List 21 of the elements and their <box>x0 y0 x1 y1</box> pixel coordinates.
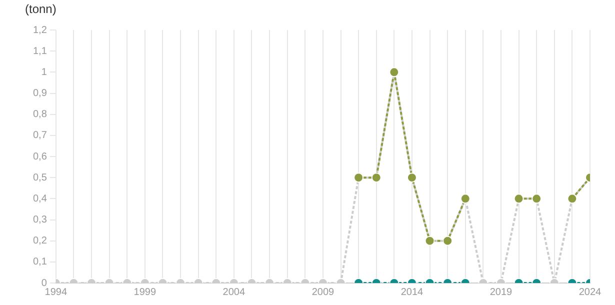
x-tick-label: 1994 <box>44 286 68 298</box>
y-tick-label: 0,5 <box>32 172 48 184</box>
y-tick-label: 0,4 <box>32 193 48 204</box>
y-tick-label: 1,1 <box>32 46 48 57</box>
x-tick-label: 2004 <box>222 286 246 298</box>
y-tick-label: 0,8 <box>32 109 48 120</box>
y-tick-label: 1 <box>41 66 48 78</box>
y-tick-label: 0,7 <box>32 130 48 142</box>
y-tick-label: 0 <box>41 278 48 289</box>
x-tick-label: 2019 <box>490 286 513 298</box>
x-tick-label: 2024 <box>578 286 602 298</box>
y-tick-label: 0,2 <box>32 236 48 247</box>
y-tick-label: 0,1 <box>32 256 48 268</box>
y-tick-label: 1,2 <box>32 24 48 36</box>
x-tick-label: 2014 <box>400 286 424 298</box>
y-tick-label: 0,9 <box>32 88 48 99</box>
x-tick-label: 2009 <box>312 286 335 298</box>
y-axis-title: (tonn) <box>25 2 56 16</box>
y-tick-label: 0,6 <box>32 151 48 162</box>
y-tick-label: 0,3 <box>32 214 48 226</box>
x-tick-label: 1999 <box>134 286 156 298</box>
